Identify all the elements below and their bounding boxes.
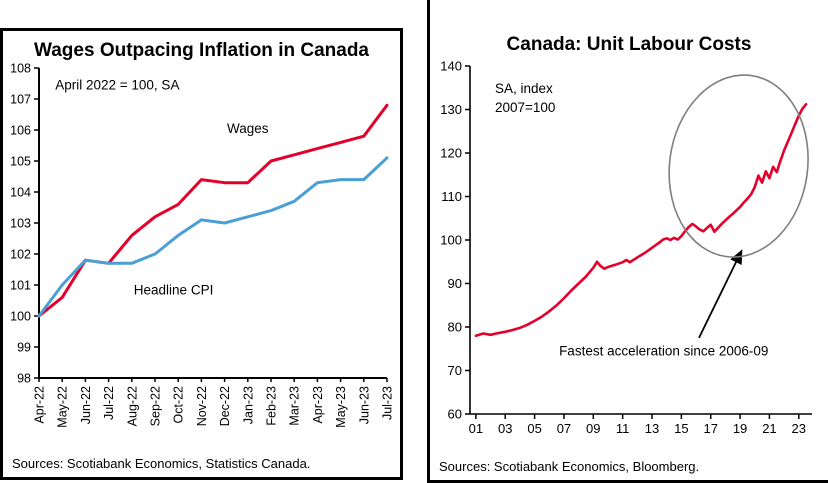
annotation-text: April 2022 = 100, SA (55, 78, 179, 93)
svg-text:Jul-22: Jul-22 (102, 386, 116, 420)
svg-text:05: 05 (527, 421, 541, 436)
svg-text:105: 105 (10, 155, 31, 169)
svg-text:Mar-23: Mar-23 (288, 386, 302, 426)
svg-text:Feb-23: Feb-23 (265, 386, 279, 426)
svg-text:15: 15 (674, 421, 688, 436)
svg-text:19: 19 (733, 421, 747, 436)
chart-canvas-0: 98 99 100 101 102 103 104 105 106 107 108 Apr-22 May… (10, 62, 395, 428)
svg-text:70: 70 (448, 363, 462, 378)
annotation-text: Headline CPI (134, 282, 214, 297)
svg-text:90: 90 (448, 276, 462, 291)
highlight-ellipse (668, 74, 809, 258)
svg-text:106: 106 (10, 124, 31, 138)
svg-text:103: 103 (10, 217, 31, 231)
svg-text:Jun-22: Jun-22 (79, 386, 93, 424)
annotation-text: SA, index (495, 81, 553, 96)
svg-text:104: 104 (10, 186, 31, 200)
svg-text:03: 03 (498, 421, 512, 436)
svg-text:107: 107 (10, 93, 31, 107)
annotation-text: Wages (227, 121, 269, 136)
source-note-right: Sources: Scotiabank Economics, Bloomberg… (439, 459, 700, 474)
wages-inflation-panel: Wages Outpacing Inflation in Canada 98 99… (0, 28, 403, 480)
svg-text:May-22: May-22 (56, 386, 70, 428)
annotation-text: 2007=100 (495, 100, 555, 115)
svg-text:23: 23 (792, 421, 806, 436)
svg-text:98: 98 (17, 372, 31, 386)
svg-text:Dec-22: Dec-22 (218, 386, 232, 426)
series-line (474, 102, 808, 338)
svg-text:Jun-23: Jun-23 (357, 386, 371, 424)
svg-text:Aug-22: Aug-22 (125, 386, 139, 426)
svg-text:110: 110 (441, 189, 462, 204)
svg-text:101: 101 (10, 279, 31, 293)
svg-text:130: 130 (440, 102, 462, 117)
svg-text:Sep-22: Sep-22 (149, 386, 163, 426)
svg-text:60: 60 (448, 407, 462, 422)
svg-text:140: 140 (440, 59, 462, 74)
unit-labour-costs-panel: Canada: Unit Labour Costs 60 70 80 90 100 110… (427, 0, 828, 483)
svg-text:Apr-23: Apr-23 (311, 386, 325, 424)
chart-title-left: Wages Outpacing Inflation in Canada (34, 40, 369, 61)
svg-text:May-23: May-23 (334, 386, 348, 428)
chart-title-right: Canada: Unit Labour Costs (506, 34, 752, 55)
svg-text:100: 100 (10, 310, 31, 324)
svg-text:100: 100 (440, 233, 462, 248)
svg-text:102: 102 (10, 248, 31, 262)
svg-text:120: 120 (440, 146, 462, 161)
svg-text:11: 11 (616, 421, 630, 436)
svg-text:108: 108 (10, 62, 31, 76)
svg-text:Nov-22: Nov-22 (195, 386, 209, 426)
svg-text:21: 21 (762, 421, 776, 436)
svg-text:Apr-22: Apr-22 (33, 386, 47, 424)
svg-text:Jul-23: Jul-23 (381, 386, 395, 420)
annotation-arrow (698, 249, 743, 339)
svg-text:01: 01 (469, 421, 483, 436)
series-line (37, 156, 389, 318)
svg-text:17: 17 (703, 421, 717, 436)
svg-text:Jan-23: Jan-23 (241, 386, 255, 424)
unit-labour-costs-chart: 60 70 80 90 100 110 120 130 140 01 03 05 07 09 11 13 15 1… (432, 56, 828, 453)
chart-canvas-1: 60 70 80 90 100 110 120 130 140 01 03 05 07 09 11 13 15 1… (440, 59, 812, 436)
wages-cpi-chart: 98 99 100 101 102 103 104 105 106 107 108 Apr-22 May… (5, 62, 400, 445)
source-note-left: Sources: Scotiabank Economics, Statistic… (12, 456, 311, 471)
svg-text:13: 13 (645, 421, 659, 436)
svg-text:Oct-22: Oct-22 (172, 386, 186, 424)
svg-text:07: 07 (557, 421, 571, 436)
annotation-text: Fastest acceleration since 2006-09 (559, 343, 768, 358)
svg-text:99: 99 (17, 341, 31, 355)
svg-text:09: 09 (586, 421, 600, 436)
svg-text:80: 80 (448, 320, 462, 335)
